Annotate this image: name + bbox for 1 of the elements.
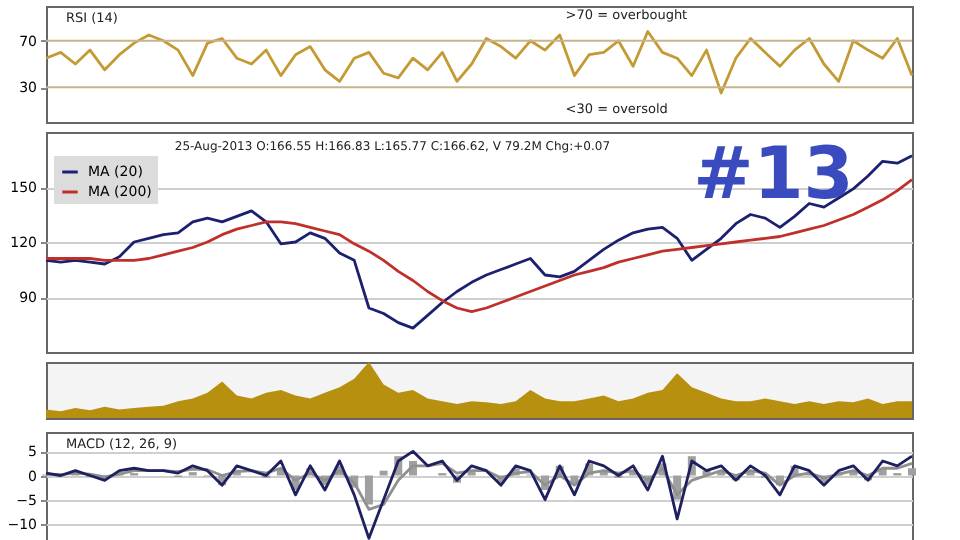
annotation: #13 — [693, 134, 854, 216]
